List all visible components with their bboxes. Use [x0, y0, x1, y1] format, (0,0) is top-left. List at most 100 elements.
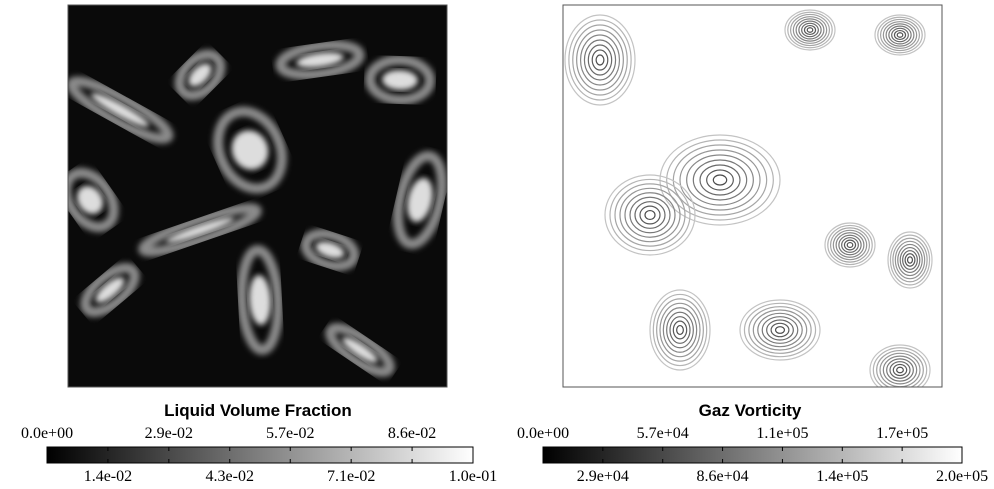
- vorticity-contour: [902, 250, 918, 270]
- colorbar-tick-label: 0.0e+00: [21, 425, 73, 442]
- colorbar-tick-label: 8.6e+04: [697, 468, 749, 485]
- colorbar-tick-label: 1.1e+05: [756, 425, 808, 442]
- colorbar-tick-label: 8.6e-02: [388, 425, 436, 442]
- vorticity-contour: [774, 326, 786, 334]
- vorticity-contour: [591, 49, 609, 71]
- vorticity-contour: [841, 237, 859, 253]
- liquid-filament: [365, 54, 435, 106]
- vorticity-contour: [595, 54, 605, 66]
- vorticity-contour: [887, 231, 933, 289]
- vorticity-contour: [869, 344, 931, 387]
- vorticity-contour: [604, 174, 696, 256]
- vorticity-contour: [906, 256, 914, 264]
- vorticity-contour: [766, 319, 794, 341]
- vorticity-contour: [792, 16, 828, 44]
- vorticity-contour: [672, 320, 688, 340]
- vorticity-contour: [609, 178, 691, 252]
- colorbar-tick-label: 2.9e+04: [577, 468, 629, 485]
- liquid-core: [90, 93, 150, 127]
- liquid-filament: [300, 228, 360, 272]
- liquid-filament: [80, 262, 140, 318]
- vorticity-contour: [889, 234, 931, 286]
- colorbar-tick-label: 1.0e-01: [449, 468, 497, 485]
- vorticity-contour: [748, 306, 812, 354]
- vorticity-contour: [891, 27, 909, 43]
- vorticity-contour: [798, 20, 822, 40]
- colorbar: [542, 446, 963, 464]
- vorticity-contour: [896, 366, 904, 374]
- colorbar-tick-label: 1.4e-02: [84, 468, 132, 485]
- colorbar-tick-label: 1.7e+05: [876, 425, 928, 442]
- colorbar-tick-label: 4.3e-02: [206, 468, 254, 485]
- vorticity-contour: [679, 149, 761, 211]
- liquid-filament: [236, 245, 284, 355]
- vorticity-contour: [743, 302, 817, 358]
- vorticity-contour: [904, 253, 916, 267]
- liquid-core: [76, 185, 104, 215]
- liquid-core: [249, 275, 271, 325]
- vorticity-contour: [761, 316, 799, 344]
- vorticity-contour: [614, 183, 686, 247]
- vorticity-contour: [888, 25, 912, 45]
- colorbar-tick-label: 2.9e-02: [145, 425, 193, 442]
- vorticity-contour: [893, 29, 907, 41]
- liquid-core: [231, 130, 269, 170]
- vorticity-contour: [827, 224, 873, 266]
- vorticity-contour: [806, 27, 814, 33]
- vorticity-contour: [752, 309, 808, 351]
- field-frame: [67, 4, 448, 388]
- chart-title: Gaz Vorticity: [699, 401, 802, 420]
- vorticity-contour: [787, 11, 833, 49]
- liquid-fraction-field: [68, 5, 447, 387]
- vorticity-contour: [652, 293, 708, 367]
- vorticity-contour: [829, 227, 871, 263]
- liquid-filament: [213, 106, 287, 194]
- vorticity-contour: [629, 196, 671, 234]
- vorticity-contour: [843, 239, 857, 251]
- vorticity-contour: [897, 243, 923, 277]
- chart-title: Liquid Volume Fraction: [164, 401, 352, 420]
- vorticity-contour: [876, 349, 924, 387]
- vorticity-contour: [892, 363, 908, 377]
- colorbar-tick-label: 2.0e+05: [936, 468, 988, 485]
- liquid-filament: [68, 167, 119, 233]
- liquid-filament: [325, 323, 395, 377]
- vorticity-contour: [795, 18, 825, 42]
- colorbar-tick-label: 5.7e-02: [266, 425, 314, 442]
- vorticity-contour: [882, 21, 918, 49]
- vorticity-contour: [846, 241, 854, 249]
- vorticity-contour: [838, 234, 862, 256]
- vorticity-contour: [619, 187, 681, 243]
- vorticity-contour: [801, 22, 819, 38]
- vorticity-contour: [877, 16, 923, 54]
- vorticity-contour: [656, 298, 704, 362]
- vorticity-contour: [824, 222, 876, 268]
- vorticity-contour: [899, 246, 921, 274]
- vorticity-contour: [770, 322, 790, 338]
- vorticity-contour: [662, 307, 698, 353]
- colorbar-tick-label: 5.7e+04: [637, 425, 689, 442]
- colorbar-tick-label: 7.1e-02: [327, 468, 375, 485]
- vorticity-contour: [757, 312, 803, 348]
- vorticity-contour: [564, 14, 636, 106]
- vorticity-contour: [712, 174, 728, 186]
- vorticity-contour: [894, 240, 926, 280]
- liquid-filament: [68, 76, 174, 144]
- liquid-core: [315, 241, 345, 259]
- liquid-filament: [138, 203, 262, 257]
- vorticity-contour: [576, 29, 624, 91]
- liquid-core: [382, 69, 418, 91]
- vorticity-contour: [832, 229, 868, 261]
- liquid-filament: [174, 49, 226, 101]
- vorticity-contour: [644, 209, 656, 221]
- vorticity-contour: [835, 232, 865, 258]
- vorticity-contour: [784, 9, 836, 51]
- vorticity-contour: [587, 44, 613, 76]
- vorticity-contour: [879, 18, 921, 52]
- vorticity-contour: [892, 237, 928, 283]
- vorticity-contour: [789, 13, 831, 47]
- vorticity-contour: [672, 144, 768, 216]
- vorticity-contour: [583, 39, 617, 81]
- vorticity-contour: [572, 24, 628, 96]
